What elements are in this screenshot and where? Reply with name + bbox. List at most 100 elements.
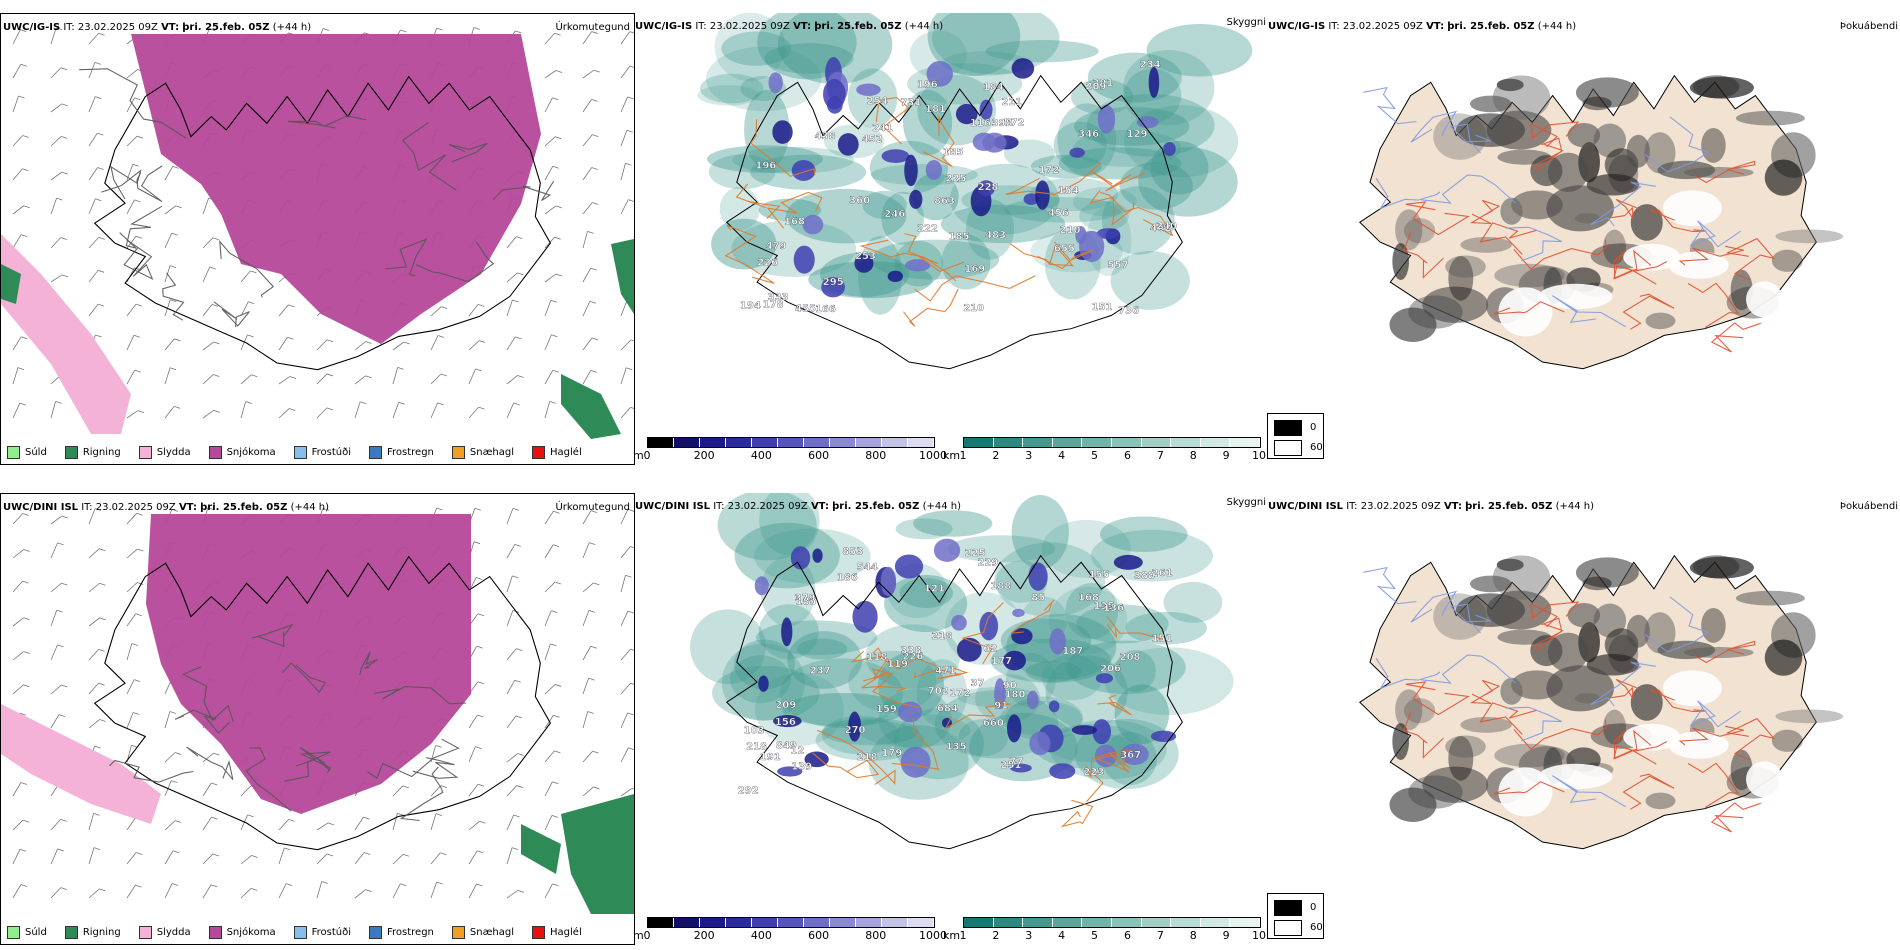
- precip-panel-row1: UWC/IG-IS IT: 23.02.2025 09Z VT: þri. 25…: [0, 13, 635, 465]
- panel-header: UWC/DINI ISL IT: 23.02.2025 09Z VT: þri.…: [1268, 501, 1595, 512]
- wind-barb: [620, 162, 632, 181]
- peak-label: 77: [1009, 757, 1023, 768]
- peak-label: 159: [876, 704, 897, 715]
- wind-barb: [12, 684, 30, 695]
- peak-label: 572: [1004, 118, 1025, 129]
- wind-barb: [12, 819, 30, 831]
- wind-barb: [468, 406, 485, 419]
- wind-barb: [164, 820, 182, 831]
- wind-barb: [88, 167, 104, 181]
- wind-barb: [430, 373, 448, 385]
- colorbar-tick: 1: [959, 449, 967, 462]
- wind-barb: [582, 230, 594, 249]
- wind-barb: [164, 165, 179, 181]
- colorbar-tick: 10: [1252, 449, 1266, 462]
- legend-swatch: [532, 445, 546, 459]
- colorbar-tick: 200: [693, 929, 715, 942]
- fog-legend-row2: 0 60: [1267, 893, 1324, 939]
- peak-label: 185: [943, 147, 964, 158]
- precip-map-row2: [1, 507, 634, 914]
- wind-barb: [164, 406, 181, 419]
- wind-barb: [126, 303, 143, 317]
- legend-item: Frostúði: [293, 445, 351, 459]
- wind-barb: [126, 643, 138, 661]
- peak-label: 438: [815, 131, 836, 142]
- fog-title: Þokuábendi: [1839, 501, 1898, 512]
- wind-barb: [582, 711, 594, 729]
- peak-label: 471: [935, 666, 956, 677]
- peak-label: 154: [1058, 185, 1079, 196]
- wind-barb: [50, 542, 64, 559]
- wind-barb: [430, 335, 445, 351]
- wind-barb: [126, 548, 144, 559]
- wind-barb: [202, 341, 220, 351]
- colorbar-tick: 3: [1025, 929, 1033, 942]
- peak-label: 103: [744, 726, 765, 737]
- wind-barb: [544, 205, 562, 215]
- wind-barb: [316, 822, 335, 831]
- wind-barb: [164, 338, 181, 351]
- wind-barb: [506, 507, 520, 525]
- legend-swatch: [451, 445, 465, 459]
- wind-barb: [468, 681, 484, 695]
- peak-label: 398: [992, 118, 1013, 129]
- wind-barb: [544, 334, 558, 351]
- wind-barb: [582, 267, 597, 283]
- peak-label: 228: [978, 182, 999, 193]
- wind-barb: [620, 367, 633, 385]
- peak-label: 270: [845, 725, 866, 736]
- wind-barb: [126, 712, 140, 729]
- wind-barb: [544, 32, 561, 45]
- peak-label: 119: [887, 659, 908, 670]
- visibility-colorbar: km 1 2 3 4 5 6 7 8 9 10: [943, 917, 1266, 943]
- peak-label: 223: [1083, 767, 1104, 778]
- wind-barb: [240, 855, 258, 865]
- wind-barb: [430, 813, 443, 831]
- wind-barb: [430, 402, 444, 419]
- rain-area: [561, 374, 621, 439]
- wind-barb: [620, 610, 634, 627]
- wind-barb: [582, 202, 599, 215]
- wind-barb: [50, 819, 67, 831]
- wind-barb: [468, 746, 482, 763]
- wind-barb: [582, 582, 600, 593]
- wind-barb: [582, 645, 597, 661]
- wind-barb: [620, 788, 634, 797]
- wind-barb: [620, 339, 634, 351]
- wind-barb: [620, 712, 634, 729]
- wind-barb: [50, 135, 68, 147]
- colorbar-tick: 1: [959, 929, 967, 942]
- wind-barb: [50, 67, 67, 79]
- wind-barb: [544, 136, 562, 147]
- peak-label: 168: [784, 216, 805, 227]
- wind-barb: [620, 129, 633, 147]
- peak-label: 210: [1060, 225, 1081, 236]
- colorbar-unit: m: [633, 449, 644, 462]
- fog-map-row2: [1359, 554, 1844, 850]
- precip-panel-row2: UWC/DINI ISL IT: 23.02.2025 09Z VT: þri.…: [0, 493, 635, 945]
- legend-item: Slydda: [138, 445, 191, 459]
- wind-barb: [50, 609, 63, 627]
- peak-label: 251: [1001, 760, 1022, 771]
- coastline: [725, 554, 1183, 850]
- peak-label: 218: [857, 752, 878, 763]
- peak-label: 37: [970, 678, 984, 689]
- coastline: [725, 74, 1183, 370]
- wind-barb: [278, 376, 297, 385]
- wind-barb: [240, 374, 258, 385]
- wind-barb: [12, 848, 27, 865]
- legend-item: Frostregn: [369, 925, 434, 939]
- colorbar-tick: 4: [1058, 449, 1066, 462]
- wind-barb: [12, 617, 30, 627]
- wind-barb: [88, 648, 105, 661]
- wind-barb: [506, 679, 521, 695]
- colorbar-unit: km: [943, 929, 961, 942]
- wind-barb: [354, 816, 370, 831]
- wind-barb: [392, 341, 410, 351]
- wind-barb: [88, 582, 106, 593]
- peak-label: 226: [757, 258, 778, 269]
- legend-swatch: [451, 925, 465, 939]
- wind-barb: [544, 781, 559, 797]
- wind-barb: [544, 750, 561, 763]
- wind-barb: [620, 508, 634, 525]
